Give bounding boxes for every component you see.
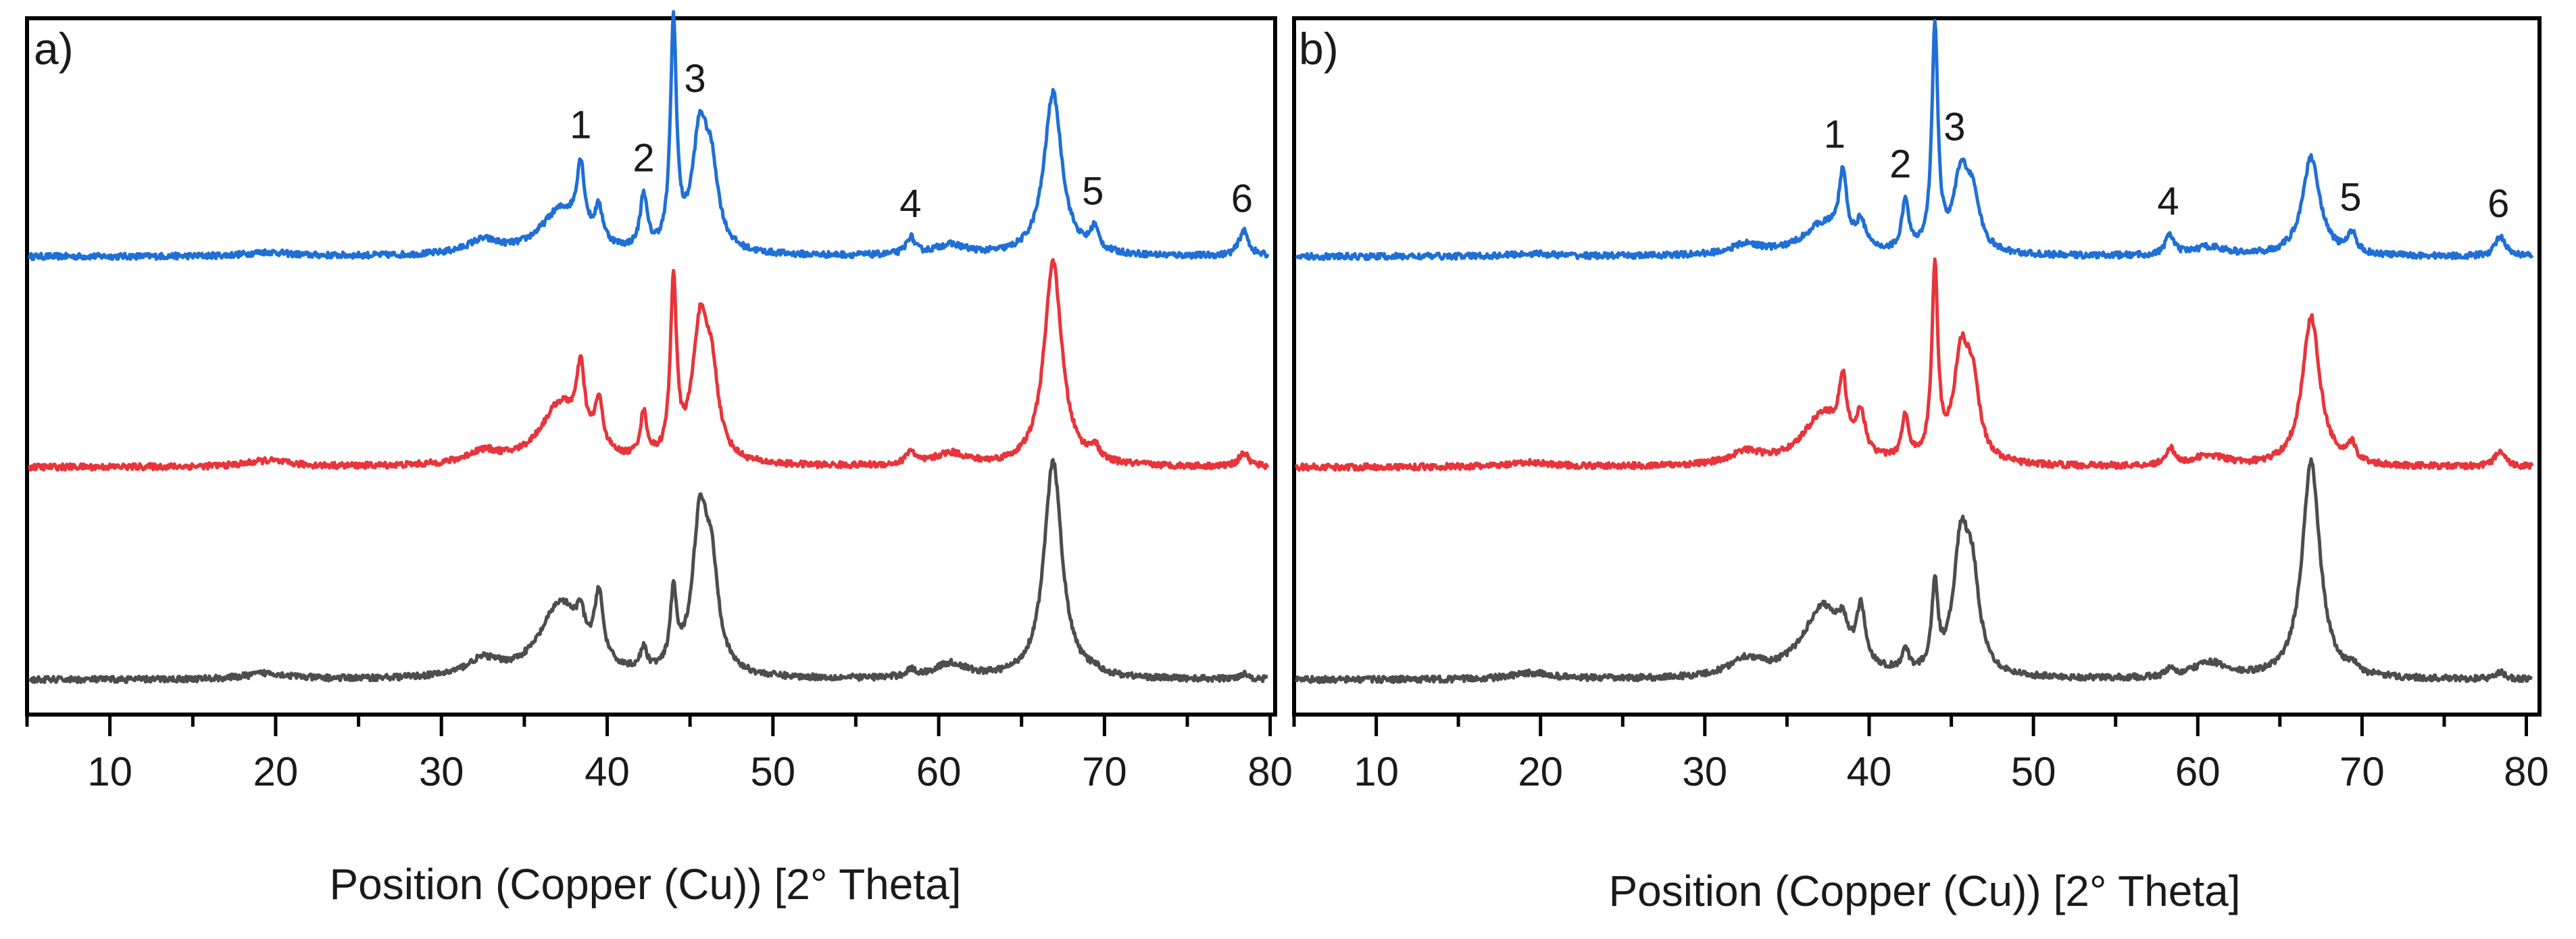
panel-a-x-ticks: 10 20 30 40 50 60 70 80 bbox=[25, 715, 1293, 794]
panel-b-series-bottom bbox=[1295, 457, 2533, 685]
panel-a-tick-label-50: 50 bbox=[750, 749, 795, 794]
panel-b-peak-label-5: 5 bbox=[2339, 176, 2361, 220]
panel-b-series-top bbox=[1295, 18, 2534, 262]
panel-b: b) 123 4 5 6 10 20 30 40 50 60 70 80 Position (Cop… bbox=[1292, 16, 2549, 915]
panel-b-peak-label-3: 3 bbox=[1943, 105, 1965, 149]
panel-b-tick-label-80: 80 bbox=[2504, 749, 2549, 794]
panel-a-series-bottom bbox=[28, 458, 1269, 684]
panel-a-letter: a) bbox=[34, 24, 74, 74]
panel-a-series bbox=[28, 9, 1270, 684]
panel-b-peak-labels: 123 4 5 6 bbox=[1824, 105, 2510, 226]
panel-a-tick-label-80: 80 bbox=[1247, 749, 1293, 794]
panel-b-letter: b) bbox=[1299, 24, 1339, 74]
panel-a-peak-label-3: 3 bbox=[684, 57, 705, 101]
panel-a-peak-labels: 123 4 5 6 bbox=[570, 57, 1253, 226]
panel-b-peak-label-2: 2 bbox=[1889, 142, 1911, 186]
panel-a-series-top bbox=[28, 9, 1270, 262]
panel-a-peak-label-2: 2 bbox=[633, 137, 654, 180]
panel-a-tick-label-30: 30 bbox=[419, 749, 464, 794]
panel-b-peak-label-6: 6 bbox=[2487, 182, 2509, 226]
panel-a-tick-label-60: 60 bbox=[916, 749, 962, 794]
panel-b-peak-label-1: 1 bbox=[1824, 112, 1846, 156]
panel-b-tick-label-30: 30 bbox=[1682, 749, 1727, 794]
panel-b-tick-label-20: 20 bbox=[1518, 749, 1563, 794]
panel-b-tick-label-10: 10 bbox=[1354, 749, 1399, 794]
panel-a-tick-label-20: 20 bbox=[253, 749, 299, 794]
panel-b-tick-label-40: 40 bbox=[1847, 749, 1892, 794]
panel-b-tick-label-70: 70 bbox=[2339, 749, 2385, 794]
panel-b-x-ticks: 10 20 30 40 50 60 70 80 bbox=[1292, 715, 2549, 794]
panel-a-peak-label-1: 1 bbox=[570, 103, 591, 147]
panel-b-series bbox=[1295, 18, 2534, 685]
panel-a: a) 123 4 5 6 10 20 30 40 50 60 70 80 Position (Cop… bbox=[25, 9, 1293, 909]
panel-b-frame bbox=[1292, 16, 2542, 717]
panel-a-series-middle bbox=[28, 258, 1270, 472]
panel-b-tick-label-50: 50 bbox=[2011, 749, 2056, 794]
panel-b-tick-label-60: 60 bbox=[2175, 749, 2221, 794]
panel-a-tick-label-40: 40 bbox=[585, 749, 630, 794]
panel-a-frame bbox=[25, 16, 1277, 717]
panel-a-peak-label-5: 5 bbox=[1082, 170, 1104, 214]
panel-a-tick-label-70: 70 bbox=[1082, 749, 1127, 794]
panel-b-x-axis-label: Position (Copper (Cu)) [2° Theta] bbox=[1608, 867, 2240, 915]
panel-a-peak-label-6: 6 bbox=[1231, 176, 1253, 220]
panel-a-x-axis-label: Position (Copper (Cu)) [2° Theta] bbox=[329, 860, 961, 909]
panel-a-peak-label-4: 4 bbox=[899, 182, 921, 226]
panel-a-tick-label-10: 10 bbox=[87, 749, 132, 794]
panel-b-peak-label-4: 4 bbox=[2157, 179, 2179, 223]
panel-b-series-middle bbox=[1295, 257, 2534, 472]
